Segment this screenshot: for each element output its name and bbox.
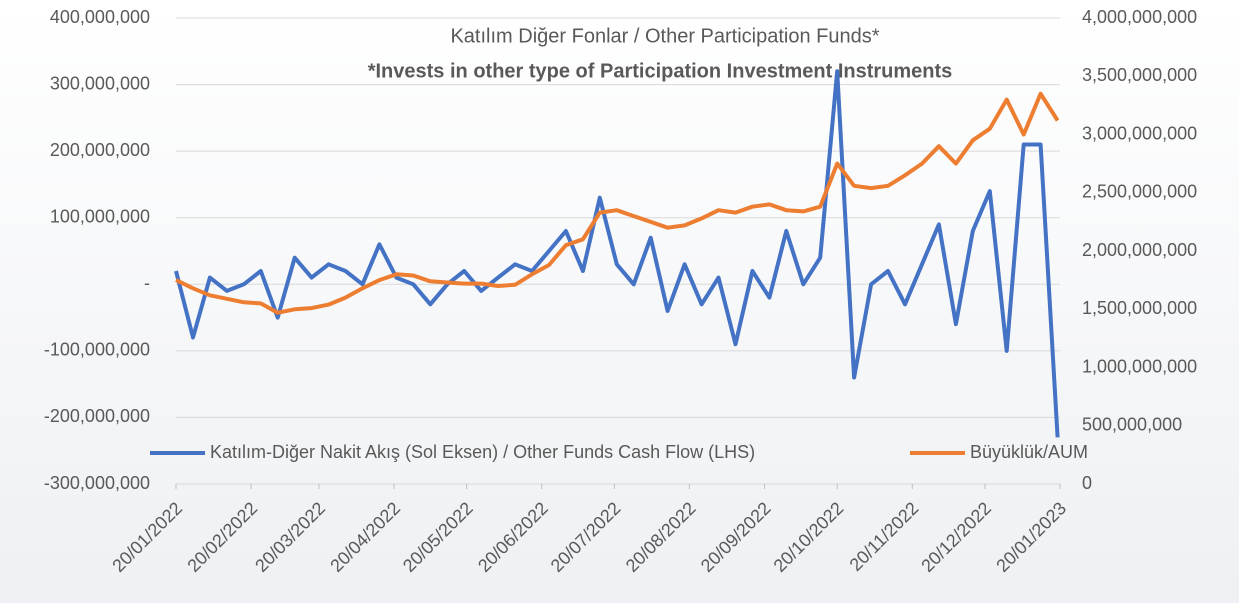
- legend-label: Büyüklük/AUM: [970, 442, 1088, 462]
- series-line: [175, 91, 1060, 315]
- y2-tick-label: 4,000,000,000: [1082, 7, 1197, 27]
- chart-title: Katılım Diğer Fonlar / Other Participati…: [450, 25, 879, 47]
- y-tick-label: -200,000,000: [44, 406, 150, 426]
- y-tick-label: -300,000,000: [44, 473, 150, 493]
- y-tick-label: 100,000,000: [50, 206, 150, 226]
- y2-tick-label: 1,000,000,000: [1082, 356, 1197, 376]
- y-tick-label: 200,000,000: [50, 140, 150, 160]
- y2-tick-label: 3,000,000,000: [1082, 123, 1197, 143]
- y2-tick-label: 2,000,000,000: [1082, 240, 1197, 260]
- y-tick-label: 400,000,000: [50, 7, 150, 27]
- y2-tick-label: 1,500,000,000: [1082, 298, 1197, 318]
- y2-tick-label: 0: [1082, 473, 1092, 493]
- y2-tick-label: 3,500,000,000: [1082, 65, 1197, 85]
- chart-subtitle: *Invests in other type of Participation …: [368, 60, 953, 82]
- y-tick-label: 300,000,000: [50, 73, 150, 93]
- legend-label: Katılım-Diğer Nakit Akış (Sol Eksen) / O…: [210, 442, 755, 462]
- series-line: [174, 69, 1060, 438]
- y-tick-label: -100,000,000: [44, 340, 150, 360]
- y2-tick-label: 2,500,000,000: [1082, 182, 1197, 202]
- y-tick-label: -: [144, 273, 150, 293]
- y2-tick-label: 500,000,000: [1082, 415, 1182, 435]
